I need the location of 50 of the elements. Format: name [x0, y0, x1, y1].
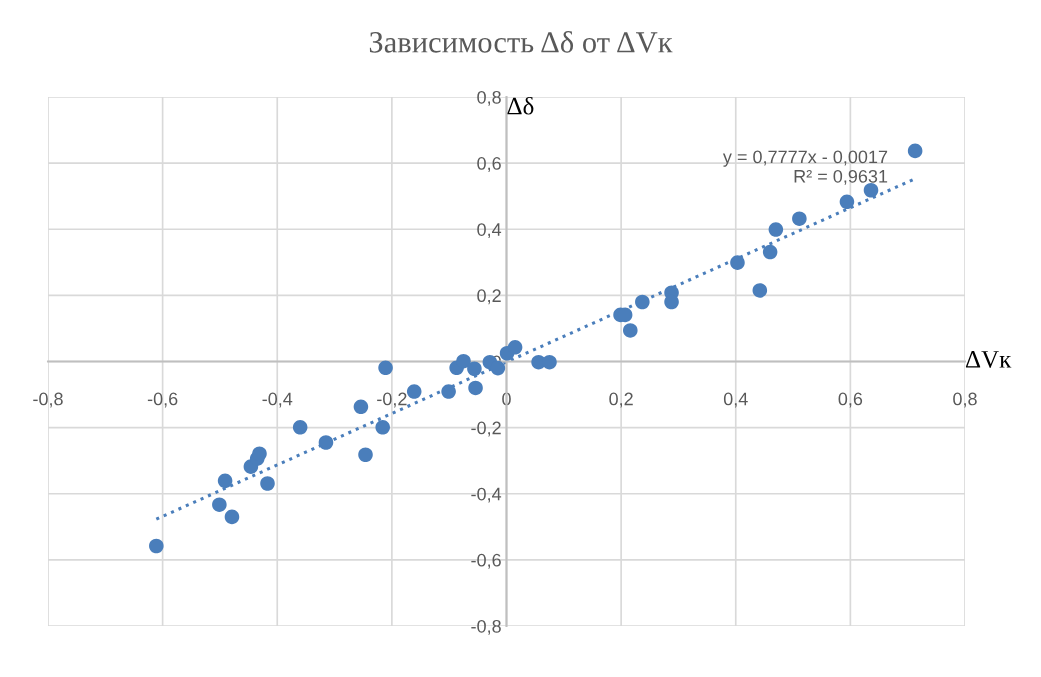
point — [406, 384, 422, 399]
x-tick-label: 0,6 — [838, 392, 863, 408]
point — [149, 538, 164, 554]
point — [542, 354, 557, 370]
point — [792, 211, 807, 226]
point — [456, 353, 471, 369]
chart-title: Зависимость Δδ от ΔVк — [369, 31, 673, 53]
point — [468, 380, 483, 396]
y-tick-label: -0,4 — [471, 487, 502, 503]
y-tick-label: 0,8 — [477, 90, 501, 106]
point — [490, 360, 506, 376]
point — [730, 255, 745, 270]
point — [839, 194, 855, 210]
y-axis-title: Δδ — [507, 96, 534, 115]
point — [635, 294, 650, 310]
x-tick-label: 0,8 — [953, 392, 977, 408]
y-tick-label: -0,2 — [471, 421, 501, 437]
x-tick-label: -0,2 — [377, 392, 407, 408]
point — [907, 143, 923, 159]
x-tick-label: 0 — [502, 392, 511, 406]
y-tick-label: 0,6 — [477, 157, 501, 172]
y-tick-label: -0,8 — [471, 619, 501, 635]
point — [375, 420, 390, 435]
point — [762, 244, 778, 260]
point — [260, 476, 275, 491]
point — [507, 340, 523, 355]
point — [441, 384, 456, 399]
point — [212, 497, 227, 512]
x-tick-label: -0,8 — [33, 392, 63, 408]
point — [378, 360, 393, 376]
point — [358, 447, 373, 463]
point — [292, 420, 308, 435]
x-tick-label: -0,4 — [262, 392, 293, 408]
point — [752, 283, 768, 298]
point — [252, 446, 267, 462]
y-tick-label: -0,6 — [471, 553, 501, 569]
annotation: y = 0,7777x - 0,0017 R² = 0,9631 — [722, 150, 888, 185]
x-tick-label: 0,2 — [609, 392, 633, 408]
point — [467, 361, 482, 377]
point — [217, 473, 233, 489]
y-tick-label: 0,4 — [477, 223, 502, 239]
point — [623, 323, 638, 338]
point — [224, 509, 240, 525]
x-tick-label: 0,4 — [723, 392, 748, 408]
point — [768, 222, 784, 237]
x-axis-title: ΔVк — [965, 351, 1012, 368]
point — [353, 399, 369, 415]
y-tick-label: 0,2 — [477, 289, 501, 305]
point — [318, 435, 334, 450]
x-tick-label: -0,6 — [147, 392, 178, 408]
